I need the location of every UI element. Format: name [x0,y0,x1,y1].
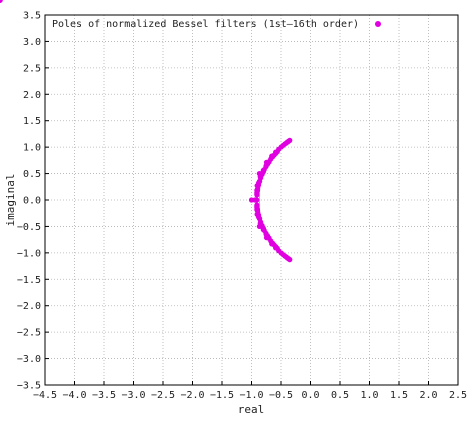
x-axis-label: real [238,403,265,416]
pole-point-order-13-9 [260,225,266,231]
y-tick-label: −0.5 [17,222,41,233]
y-tick-label: 0.0 [23,196,41,207]
y-tick-label: 1.0 [23,143,41,154]
y-tick-label: −3.5 [17,381,41,392]
x-tick-label: −0.5 [269,390,293,401]
x-tick-label: 1.5 [390,390,408,401]
x-tick-label: −2.5 [151,390,175,401]
x-tick-label: −4.5 [33,390,57,401]
pole-point-order-16-15 [0,0,3,3]
pole-points [0,0,293,263]
y-tick-label: −1.0 [17,248,41,259]
pole-point-order-13-1 [274,149,280,155]
pole-point-order-13-6 [254,197,260,203]
y-tick-label: 3.5 [23,11,41,22]
x-tick-label: −1.0 [239,390,263,401]
legend-marker [375,21,381,27]
y-tick-label: 2.0 [23,90,41,101]
x-tick-label: −1.5 [210,390,234,401]
legend: Poles of normalized Bessel filters (1st–… [52,19,381,30]
y-tick-labels: 3.5 3.0 2.5 2.0 1.5 1.0 0.5 0.0 −0.5 −1.0 −1.5 −2.0… [17,11,49,392]
x-tick-label: −3.0 [121,390,145,401]
pole-point-order-12-6 [254,202,260,208]
pole-point-order-13-0 [287,137,293,143]
pole-point-order-13-11 [274,245,280,251]
y-tick-label: −1.5 [17,275,41,286]
x-tick-labels: −4.5 −4.0 −3.5 −3.0 −2.5 −2.0 −1.5 −1.0 −0.5 0.0 0… [33,381,467,401]
x-tick-label: 2.0 [419,390,437,401]
x-tick-label: 2.5 [449,390,467,401]
x-tick-label: 0.5 [331,390,349,401]
y-tick-label: 1.5 [23,116,41,127]
legend-label: Poles of normalized Bessel filters (1st–… [52,19,359,30]
pole-point-order-13-3 [260,169,266,175]
y-tick-label: −2.5 [17,328,41,339]
y-tick-label: 3.0 [23,37,41,48]
y-tick-label: −3.0 [17,354,41,365]
pole-point-order-12-5 [254,192,260,198]
y-axis-label: imaginal [4,174,17,227]
y-tick-label: 2.5 [23,63,41,74]
x-tick-label: 0.0 [301,390,319,401]
pole-point-order-13-8 [257,216,263,222]
y-tick-label: 0.5 [23,169,41,180]
pole-point-order-13-12 [287,257,293,263]
pole-point-order-13-2 [266,159,272,165]
pole-point-order-13-5 [254,188,261,194]
pole-point-order-13-10 [266,235,272,241]
x-tick-label: −4.0 [62,390,86,401]
x-tick-label: −2.0 [180,390,204,401]
pole-point-order-13-4 [257,178,263,184]
x-tick-label: −3.5 [92,390,116,401]
x-tick-label: 1.0 [360,390,378,401]
pole-point-order-13-7 [254,206,261,212]
y-tick-label: −2.0 [17,301,41,312]
